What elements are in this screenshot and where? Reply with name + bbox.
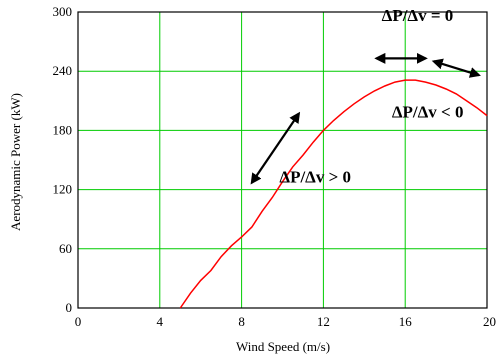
double-arrow [250, 111, 301, 185]
y-tick-label: 60 [59, 241, 72, 256]
x-tick-label: 12 [317, 314, 330, 329]
grid-lines [78, 12, 487, 308]
y-tick-label: 0 [66, 300, 73, 315]
x-tick-label: 20 [483, 314, 496, 329]
slope-annotation: ΔP/Δv > 0 [279, 168, 351, 187]
slope-arrows [250, 52, 481, 185]
annotations: ΔP/Δv = 0 ΔP/Δv < 0 ΔP/Δv > 0 [279, 6, 463, 187]
x-tick-labels: 0 4 8 12 16 20 [75, 314, 496, 329]
x-tick-label: 8 [238, 314, 245, 329]
x-tick-label: 16 [399, 314, 413, 329]
x-axis-label: Wind Speed (m/s) [236, 339, 330, 354]
slope-annotation: ΔP/Δv < 0 [392, 103, 464, 122]
y-axis-label: Aerodynamic Power (kW) [8, 93, 23, 231]
double-arrow [431, 58, 481, 78]
y-tick-label: 120 [53, 182, 73, 197]
x-tick-label: 0 [75, 314, 82, 329]
y-tick-label: 300 [53, 4, 73, 19]
plot-frame [77, 11, 488, 309]
x-tick-label: 4 [157, 314, 164, 329]
power-curve [179, 79, 488, 309]
slope-annotation: ΔP/Δv = 0 [382, 6, 454, 25]
y-tick-labels: 0 60 120 180 240 300 [53, 4, 73, 315]
y-tick-label: 240 [53, 63, 73, 78]
y-tick-label: 180 [53, 122, 73, 137]
